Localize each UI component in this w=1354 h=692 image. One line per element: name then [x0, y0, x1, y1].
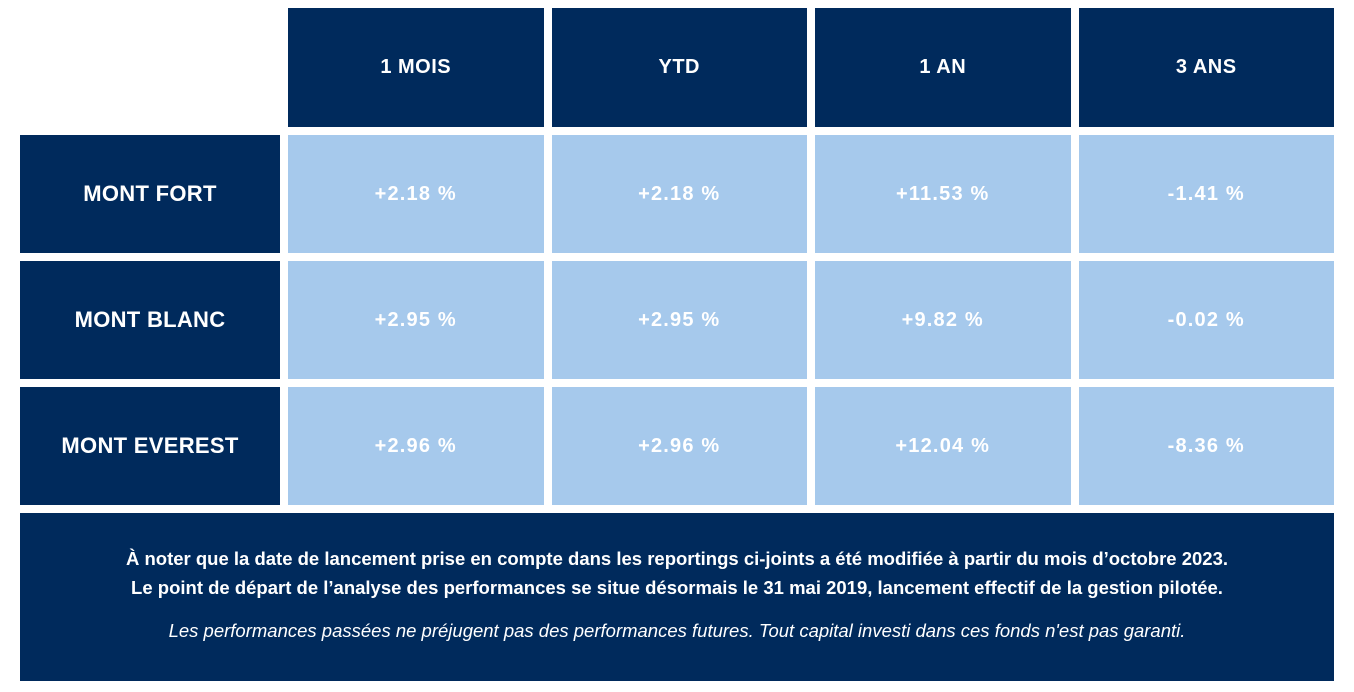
row-label-mont-blanc: MONT BLANC	[20, 261, 280, 379]
value-mont-everest-ytd: +2.96 %	[551, 387, 807, 505]
footnote-line-2: Le point de départ de l’analyse des perf…	[131, 577, 1223, 598]
row-label-mont-everest: MONT EVEREST	[20, 387, 280, 505]
value-mont-blanc-1-an: +9.82 %	[815, 261, 1071, 379]
corner-spacer	[20, 8, 280, 127]
performance-table: 1 MOIS YTD 1 AN 3 ANS MONT FORT +2.18 % …	[20, 8, 1334, 505]
value-mont-fort-3-ans: -1.41 %	[1078, 135, 1334, 253]
value-mont-blanc-1-mois: +2.95 %	[288, 261, 544, 379]
value-mont-everest-1-an: +12.04 %	[815, 387, 1071, 505]
column-header-3-ans: 3 ANS	[1078, 8, 1334, 127]
column-header-1-mois: 1 MOIS	[288, 8, 544, 127]
footnote-line-1: À noter que la date de lancement prise e…	[125, 548, 1229, 569]
value-mont-blanc-ytd: +2.95 %	[551, 261, 807, 379]
value-mont-fort-1-an: +11.53 %	[815, 135, 1071, 253]
value-mont-blanc-3-ans: -0.02 %	[1078, 261, 1334, 379]
disclaimer-text: Les performances passées ne préjugent pa…	[168, 620, 1186, 641]
column-header-1-an: 1 AN	[815, 8, 1071, 127]
value-mont-everest-1-mois: +2.96 %	[288, 387, 544, 505]
column-header-ytd: YTD	[551, 8, 807, 127]
row-label-mont-fort: MONT FORT	[20, 135, 280, 253]
value-mont-fort-1-mois: +2.18 %	[288, 135, 544, 253]
value-mont-fort-ytd: +2.18 %	[551, 135, 807, 253]
footnote-panel: À noter que la date de lancement prise e…	[20, 513, 1334, 681]
value-mont-everest-3-ans: -8.36 %	[1078, 387, 1334, 505]
footnote-bold-block: À noter que la date de lancement prise e…	[126, 544, 1228, 602]
